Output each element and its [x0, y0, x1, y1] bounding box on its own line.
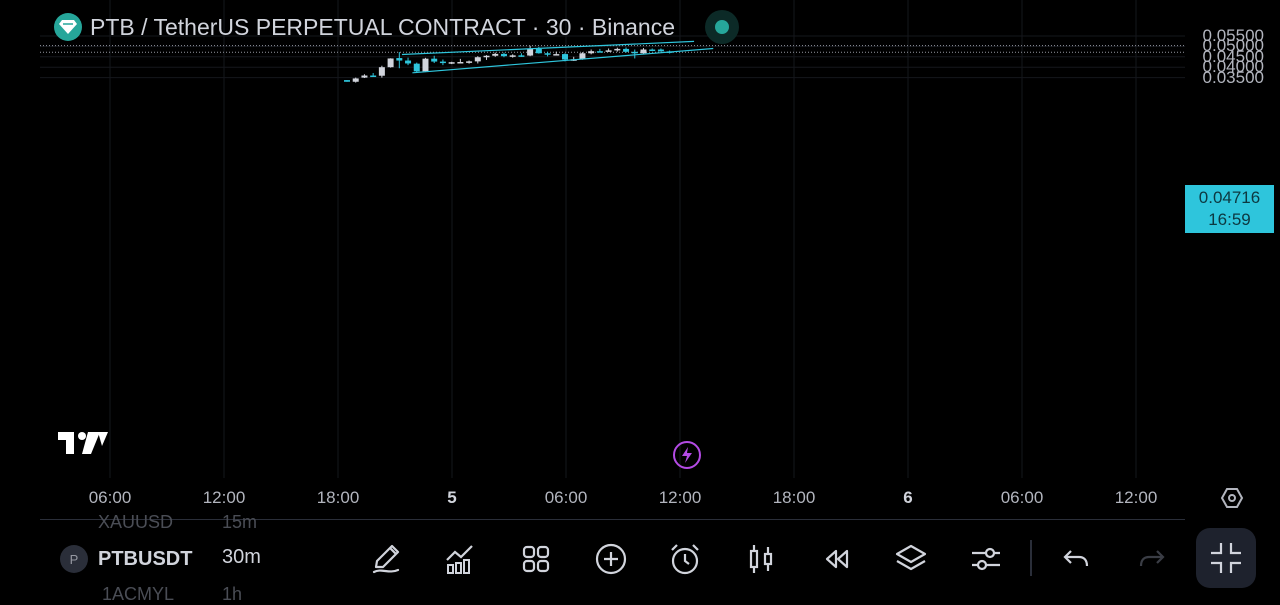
chart-header: PTB / TetherUS PERPETUAL CONTRACT · 30 ·… [54, 10, 739, 44]
candle-body [396, 58, 403, 61]
replay-button[interactable] [817, 540, 855, 578]
symbol-list-prev[interactable]: XAUUSD [98, 512, 174, 532]
candle-body [405, 60, 412, 64]
price-tick-label: 0.03500 [1202, 67, 1264, 87]
timeframe-list-next[interactable]: 1h [222, 584, 243, 604]
candle-body [509, 55, 516, 57]
candle-body [352, 78, 359, 82]
redo-button[interactable] [1133, 540, 1171, 578]
time-tick-label: 18:00 [772, 488, 816, 507]
collapse-icon [1211, 543, 1241, 573]
candle-body [527, 48, 534, 56]
layers-icon [895, 544, 927, 571]
price-tick-label: 0.04500 [1202, 46, 1264, 66]
candle-body [657, 49, 664, 52]
toolbar-separator [1030, 540, 1032, 576]
indicators-button[interactable] [441, 540, 479, 578]
time-tick-label: 06:00 [88, 488, 132, 507]
time-tick-label: 12:00 [658, 488, 702, 507]
candle-body [562, 54, 568, 60]
add-icon [595, 543, 627, 575]
chart-area[interactable]: PTB / TetherUS PERPETUAL CONTRACT · 30 ·… [0, 0, 1280, 520]
time-tick-label: 12:00 [202, 488, 246, 507]
candle-body [483, 55, 490, 58]
time-tick-label: 6 [903, 488, 913, 507]
candlestick-chart[interactable] [0, 0, 1185, 520]
symbol-list-next[interactable]: 1ACMYL [102, 584, 175, 604]
drawing-tools-button[interactable] [367, 540, 405, 578]
symbol-name[interactable]: PTBUSDT [98, 547, 193, 570]
undo-icon [1063, 550, 1089, 567]
candle-body [649, 49, 656, 52]
last-price-value: 0.04716 [1198, 188, 1261, 207]
indicators-icon [446, 545, 473, 574]
candle-body [439, 61, 446, 64]
add-button[interactable] [592, 540, 630, 578]
candle-body [544, 53, 551, 55]
object-tree-button[interactable] [892, 540, 930, 578]
candle-body [378, 67, 385, 76]
upper-trendline [401, 40, 695, 56]
candle-body [640, 49, 647, 54]
redo-icon [1139, 550, 1165, 567]
chart-title[interactable]: PTB / TetherUS PERPETUAL CONTRACT · 30 ·… [90, 13, 675, 40]
price-tick-label: 0.04000 [1202, 57, 1264, 77]
candle-body [605, 50, 612, 52]
candle-body [535, 48, 542, 54]
candle-body [492, 53, 499, 56]
undo-button[interactable] [1057, 540, 1095, 578]
collapse-fullscreen-button[interactable] [1196, 528, 1256, 588]
symbol-selector[interactable]: P PTBUSDT [60, 545, 192, 573]
chart-settings-icon[interactable] [1220, 486, 1244, 515]
candle-body [370, 75, 377, 78]
timeframe-list-prev[interactable]: 15m [222, 512, 258, 532]
alerts-button[interactable] [666, 540, 704, 578]
lower-trendline [412, 47, 714, 74]
timeframe-selector[interactable]: 30m [222, 546, 261, 568]
time-tick-label: 06:00 [1000, 488, 1044, 507]
candle-body [631, 51, 638, 54]
market-status-icon[interactable] [704, 10, 739, 44]
settings-sliders-icon [972, 547, 1000, 571]
chart-type-button[interactable] [742, 540, 780, 578]
replay-icon [825, 549, 849, 569]
candle-body [413, 63, 420, 72]
time-tick-label: 5 [447, 488, 457, 507]
candle-body [553, 54, 560, 56]
time-tick-label: 12:00 [1114, 488, 1158, 507]
candle-body [344, 80, 350, 82]
price-tick-label: 0.05000 [1202, 36, 1264, 56]
time-tick-label: 18:00 [316, 488, 360, 507]
candle-body [474, 57, 481, 62]
alarm-icon [671, 544, 699, 575]
candle-body [579, 53, 586, 60]
pencil-icon [372, 544, 400, 574]
tradingview-logo-icon [58, 430, 108, 461]
time-tick-label: 06:00 [544, 488, 588, 507]
candle-body [431, 58, 438, 62]
candle-body [361, 75, 368, 78]
candles-icon [749, 545, 773, 573]
candle-body [596, 51, 603, 53]
layout-grid-button[interactable] [517, 540, 555, 578]
candle-body [387, 58, 394, 68]
last-price-badge: 0.04716 16:59 [1185, 185, 1274, 233]
lightning-alert-icon[interactable] [673, 441, 701, 469]
candle-body [457, 62, 464, 64]
candle-body [518, 55, 525, 57]
axis-divider [40, 519, 1185, 520]
candle-body [500, 53, 507, 57]
candle-body [623, 48, 630, 52]
candle-body [588, 51, 595, 54]
candle-body [614, 48, 621, 51]
price-tick-label: 0.05500 [1202, 26, 1264, 45]
ptb-logo-icon [54, 13, 82, 41]
chart-properties-button[interactable] [967, 540, 1005, 578]
candle-body [422, 58, 429, 72]
candle-body [466, 61, 473, 63]
candle-body [448, 62, 455, 64]
candle-countdown: 16:59 [1208, 210, 1251, 229]
grid-icon [522, 545, 550, 573]
symbol-badge: P [60, 545, 88, 573]
